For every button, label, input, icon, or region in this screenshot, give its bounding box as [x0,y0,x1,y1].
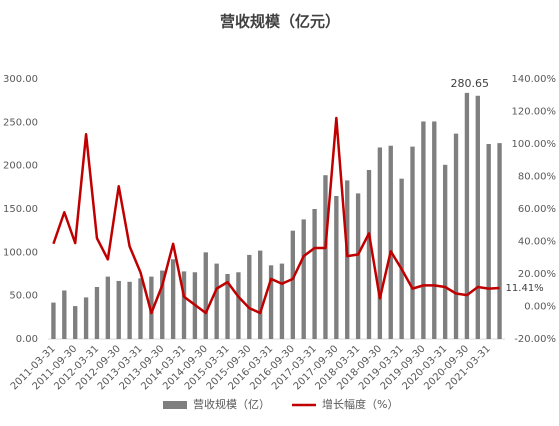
bar [355,193,361,339]
bar [83,297,89,339]
y2-tick-label: 140.00% [512,74,557,85]
legend-label: 增长幅度（%） [322,397,398,411]
bar [138,278,143,339]
y2-tick-label: 0.00% [524,302,556,313]
y2-tick-label: 20.00% [518,269,556,280]
bar [116,280,121,339]
bar [366,170,372,339]
y2-tick-label: 60.00% [518,204,556,215]
bar [497,143,502,339]
bar [247,254,252,339]
bar [279,263,285,339]
data-label: 11.41% [506,283,544,294]
bar [214,263,219,339]
chart-title: 营收规模（亿元） [220,13,340,31]
bar [73,306,78,339]
bar [258,250,263,339]
bar [301,219,306,339]
bar [236,272,241,339]
bar [388,145,393,339]
line [52,116,500,315]
bar [290,230,295,339]
y2-tick-label: -20.00% [514,334,556,345]
y-tick-label: 0.00 [16,334,38,345]
bar [432,121,437,339]
bar [170,259,176,339]
bar [442,164,448,339]
bar [225,274,230,339]
data-label: 280.65 [451,77,490,90]
bar [62,290,67,339]
y-tick-label: 150.00 [3,204,38,215]
y2-tick-label: 80.00% [518,172,556,183]
bar [453,133,459,339]
y-tick-label: 300.00 [3,74,38,85]
bar [410,146,415,339]
bar [268,265,274,339]
bar [323,175,328,339]
bar [486,144,491,339]
bar [312,209,317,339]
bar [377,147,383,339]
bar [475,95,480,340]
bar [94,287,100,339]
bar [334,196,339,339]
legend-swatch [163,401,187,409]
bar [345,180,350,339]
y-tick-label: 200.00 [3,161,38,172]
y-tick-label: 250.00 [3,117,38,128]
bar [149,276,154,339]
bar [203,252,208,339]
bar [127,281,132,339]
y2-tick-label: 120.00% [512,107,557,118]
y2-tick-label: 100.00% [512,139,557,150]
bar [160,270,165,339]
bar [105,276,111,339]
bar [51,302,56,339]
bar [464,92,470,339]
bar [399,178,404,339]
bar [421,121,426,339]
y-tick-label: 100.00 [3,247,38,258]
y2-tick-label: 40.00% [518,237,556,248]
y-tick-label: 50.00 [9,291,38,302]
bar [181,271,187,339]
legend-label: 营收规模（亿） [193,397,270,411]
